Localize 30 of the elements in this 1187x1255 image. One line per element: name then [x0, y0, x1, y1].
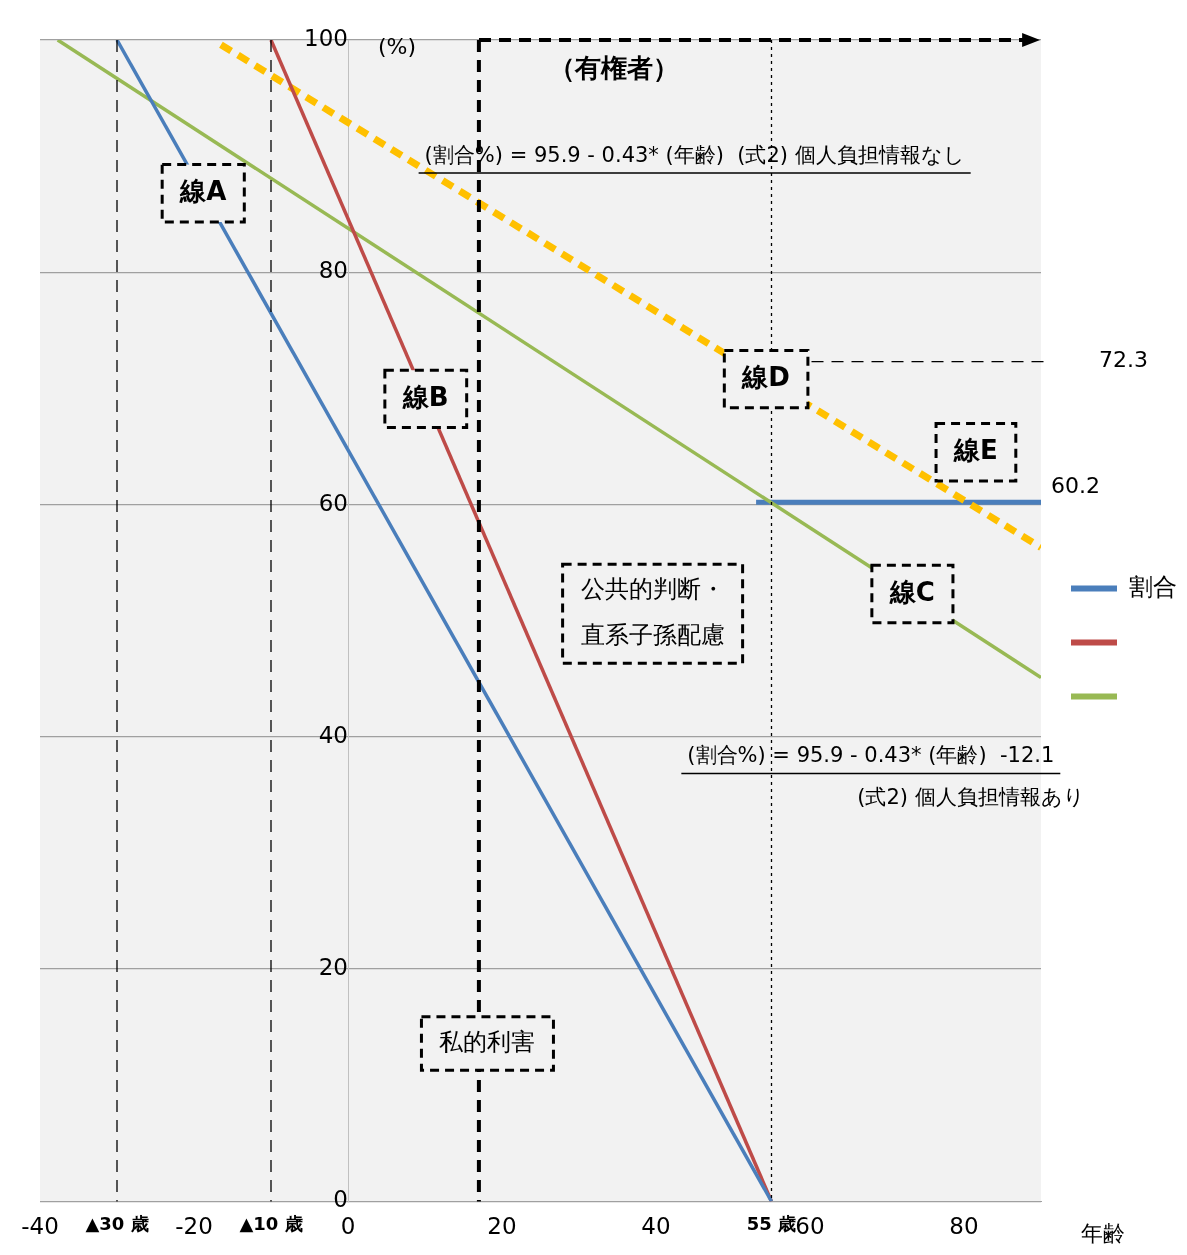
- x-tick-label: 55 歳: [746, 1212, 797, 1234]
- x-axis-title: 年齢: [1081, 1221, 1125, 1247]
- annotation: 線E: [953, 435, 998, 466]
- annotation: 線B: [401, 381, 449, 412]
- annotation: (式2) 個人負担情報あり: [857, 784, 1085, 809]
- annotation: 線C: [888, 576, 935, 607]
- legend-label: 割合: [1129, 572, 1177, 601]
- annotation: 線D: [741, 361, 790, 392]
- x-tick-label: -20: [175, 1213, 213, 1240]
- annotation: 線A: [179, 176, 227, 207]
- y-tick-label: 60: [318, 489, 348, 516]
- data-label: 60.2: [1051, 472, 1100, 498]
- y-tick-label: 20: [318, 954, 348, 981]
- x-tick-label: -40: [21, 1213, 59, 1240]
- ref-line-label: （有権者）: [548, 52, 679, 83]
- annotation: (割合%) = 95.9 - 0.43* (年齢) -12.1: [687, 743, 1055, 768]
- annotation: 公共的判断・直系子孫配慮: [580, 575, 725, 649]
- y-tick-label: 100: [304, 24, 348, 51]
- x-tick-label: 40: [641, 1213, 671, 1240]
- y-axis-title: (%): [378, 33, 417, 59]
- ref-line-label: 72.3: [1099, 347, 1148, 373]
- x-tick-label: 60: [795, 1213, 825, 1240]
- x-tick-label: 80: [949, 1213, 979, 1240]
- x-tick-label: 20: [487, 1213, 517, 1240]
- y-tick-label: 40: [318, 721, 348, 748]
- x-tick-label: ▲30 歳: [85, 1212, 149, 1234]
- y-tick-label: 80: [318, 257, 348, 284]
- x-tick-label: ▲10 歳: [239, 1212, 303, 1234]
- annotation: 私的利害: [439, 1027, 536, 1056]
- y-tick-label: 0: [333, 1186, 348, 1213]
